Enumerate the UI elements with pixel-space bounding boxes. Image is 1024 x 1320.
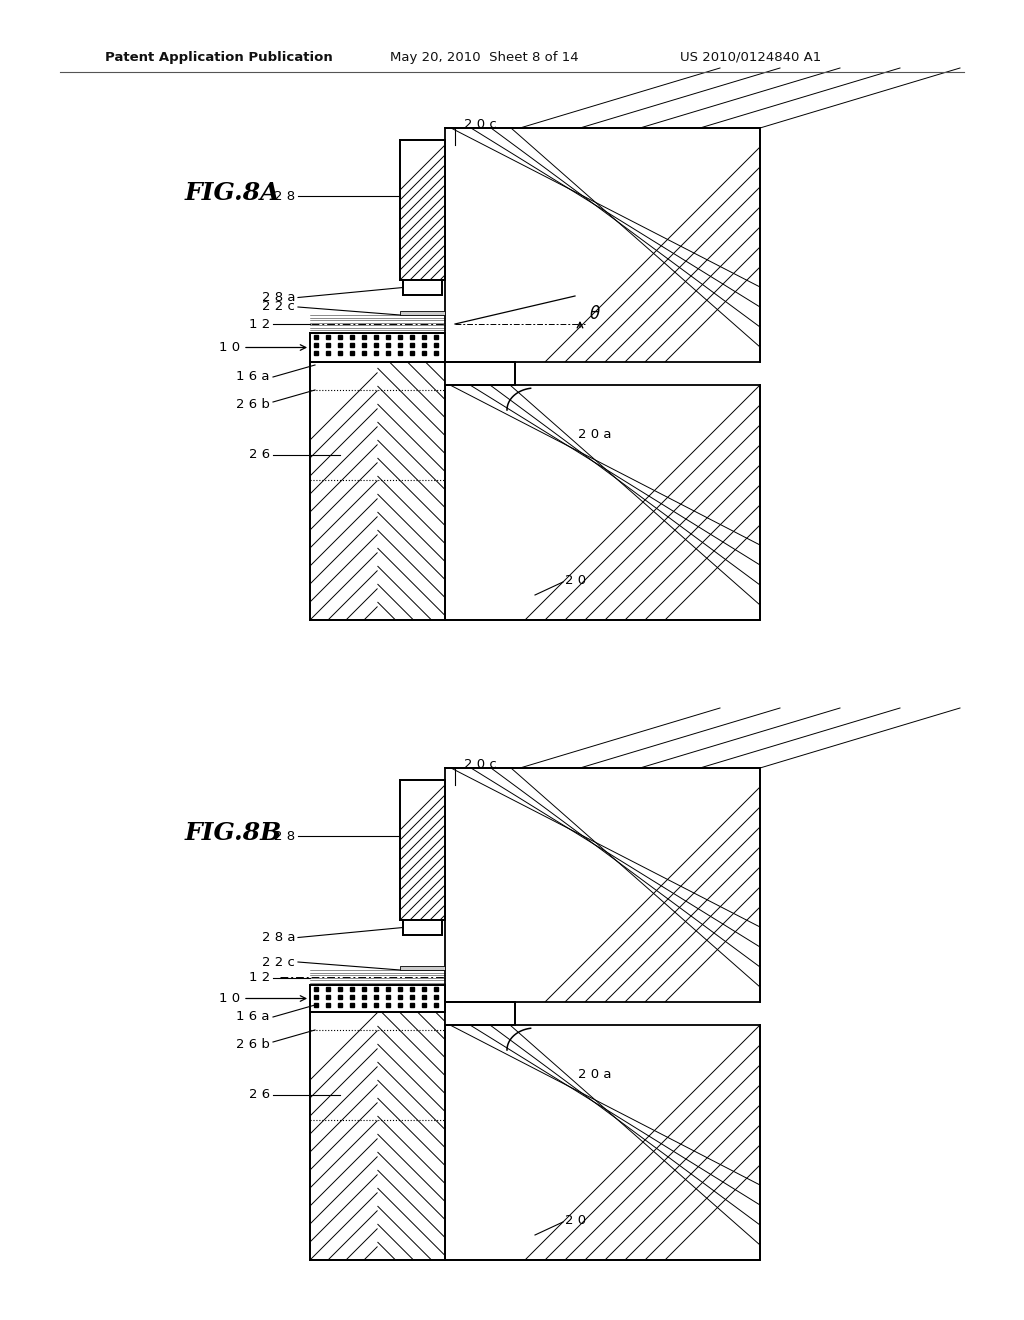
Text: 1 2: 1 2 [249, 318, 270, 330]
Text: 2 6: 2 6 [249, 449, 270, 462]
Bar [403, 920, 442, 935]
Text: May 20, 2010  Sheet 8 of 14: May 20, 2010 Sheet 8 of 14 [390, 50, 579, 63]
Bar [445, 1026, 760, 1261]
Text: 2 8: 2 8 [273, 829, 295, 842]
Bar [445, 128, 760, 362]
Bar [445, 1002, 515, 1026]
Text: 1 2: 1 2 [249, 972, 270, 983]
Bar [400, 780, 445, 920]
Bar [445, 362, 515, 385]
Bar [445, 385, 760, 620]
Bar [310, 985, 445, 1012]
Text: 2 0: 2 0 [565, 1213, 586, 1226]
Bar [400, 966, 445, 970]
Text: 2 0 c: 2 0 c [464, 758, 497, 771]
Text: 1 0: 1 0 [219, 341, 240, 354]
Bar [400, 312, 445, 315]
Text: 2 2 c: 2 2 c [262, 956, 295, 969]
Text: 2 2 c: 2 2 c [262, 301, 295, 314]
Text: 2 8 a: 2 8 a [261, 290, 295, 304]
Bar [310, 1002, 445, 1261]
Text: 2 8 a: 2 8 a [261, 931, 295, 944]
Text: 2 6: 2 6 [249, 1089, 270, 1101]
Bar [445, 768, 760, 1002]
Text: FIG.8A: FIG.8A [185, 181, 281, 205]
Text: 2 6 b: 2 6 b [237, 399, 270, 412]
Text: $\theta$: $\theta$ [589, 305, 601, 323]
Text: 2 8: 2 8 [273, 190, 295, 202]
Text: 2 6 b: 2 6 b [237, 1039, 270, 1052]
Text: 2 0 c: 2 0 c [464, 117, 497, 131]
Bar [310, 333, 445, 362]
Text: Patent Application Publication: Patent Application Publication [105, 50, 333, 63]
Bar [310, 362, 445, 620]
Text: 2 0: 2 0 [565, 573, 586, 586]
Text: 1 0: 1 0 [219, 993, 240, 1005]
Bar [403, 280, 442, 294]
Text: FIG.8B: FIG.8B [185, 821, 283, 845]
Text: US 2010/0124840 A1: US 2010/0124840 A1 [680, 50, 821, 63]
Bar [400, 140, 445, 280]
Text: 2 0 a: 2 0 a [578, 429, 611, 441]
Text: 2 0 a: 2 0 a [578, 1068, 611, 1081]
Text: 1 6 a: 1 6 a [237, 1011, 270, 1023]
Text: 1 6 a: 1 6 a [237, 371, 270, 384]
